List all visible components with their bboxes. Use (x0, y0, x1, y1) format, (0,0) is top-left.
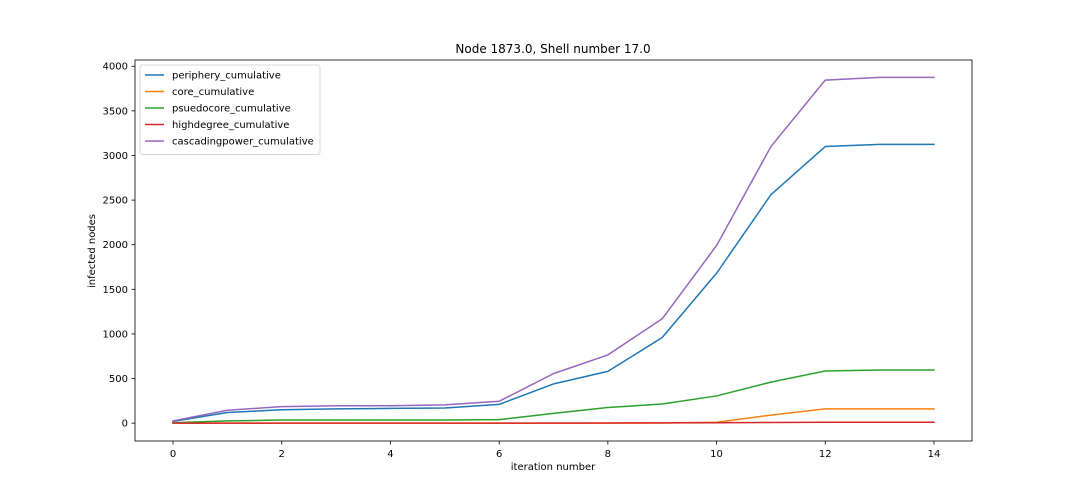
x-tick-label: 6 (496, 449, 502, 460)
x-tick-label: 12 (819, 449, 832, 460)
x-tick-label: 10 (710, 449, 723, 460)
legend-entry: highdegree_cumulative (172, 120, 289, 131)
y-tick-label: 2500 (103, 196, 128, 207)
legend-entry: core_cumulative (172, 87, 254, 98)
x-tick-label: 8 (605, 449, 611, 460)
series-line-cascadingpower_cumulative (172, 76, 935, 422)
legend: periphery_cumulative core_cumulativepsued… (139, 64, 321, 155)
legend-entry: cascadingpower_cumulative (172, 137, 314, 148)
y-tick-label: 3000 (103, 151, 128, 162)
x-axis-label: iteration number (511, 462, 596, 473)
y-axis-label: infected nodes (87, 214, 98, 288)
chart-title: Node 1873.0, Shell number 17.0 (455, 42, 650, 56)
y-tick-label: 2000 (103, 240, 128, 251)
axes-frame (134, 59, 973, 442)
y-tick-label: 1000 (103, 329, 128, 340)
x-tick-label: 4 (387, 449, 393, 460)
y-tick-label: 500 (109, 374, 128, 385)
x-tick-label: 14 (928, 449, 941, 460)
legend-box (139, 64, 321, 155)
y-tick-label: 0 (122, 419, 128, 430)
series-line-periphery_cumulative (172, 143, 935, 423)
y-tick-label: 4000 (103, 62, 128, 73)
plot-area: 0 2 4 6 8 10 12 14 0 500 1000 1500 2000 2500 3000 3500 4… (103, 59, 973, 460)
y-tick-label: 3500 (103, 106, 128, 117)
legend-entry: psuedocore_cumulative (172, 104, 291, 115)
legend-entry: periphery_cumulative (172, 71, 281, 82)
y-tick-label: 1500 (103, 285, 128, 296)
series-line-highdegree_cumulative (172, 421, 935, 424)
x-tick-label: 0 (170, 449, 176, 460)
series-line-psuedocore_cumulative (172, 369, 935, 424)
x-tick-label: 2 (279, 449, 285, 460)
